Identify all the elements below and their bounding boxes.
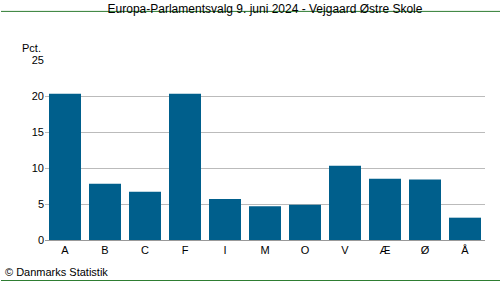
svg-text:I: I: [223, 244, 226, 256]
svg-text:V: V: [341, 244, 349, 256]
svg-text:C: C: [141, 244, 149, 256]
svg-text:© Danmarks Statistik: © Danmarks Statistik: [5, 266, 108, 278]
svg-text:20: 20: [32, 90, 44, 102]
svg-text:Europa-Parlamentsvalg 9. juni: Europa-Parlamentsvalg 9. juni 2024 - Vej…: [108, 2, 423, 16]
svg-text:F: F: [182, 244, 189, 256]
svg-text:Æ: Æ: [380, 244, 391, 256]
svg-text:Å: Å: [461, 244, 469, 256]
svg-text:0: 0: [38, 234, 44, 246]
svg-text:25: 25: [32, 54, 44, 66]
svg-text:O: O: [301, 244, 310, 256]
svg-text:A: A: [61, 244, 69, 256]
svg-text:M: M: [260, 244, 269, 256]
svg-text:5: 5: [38, 198, 44, 210]
svg-text:10: 10: [32, 162, 44, 174]
svg-text:B: B: [101, 244, 108, 256]
svg-text:Pct.: Pct.: [22, 42, 41, 54]
svg-text:15: 15: [32, 126, 44, 138]
svg-text:Ø: Ø: [421, 244, 430, 256]
